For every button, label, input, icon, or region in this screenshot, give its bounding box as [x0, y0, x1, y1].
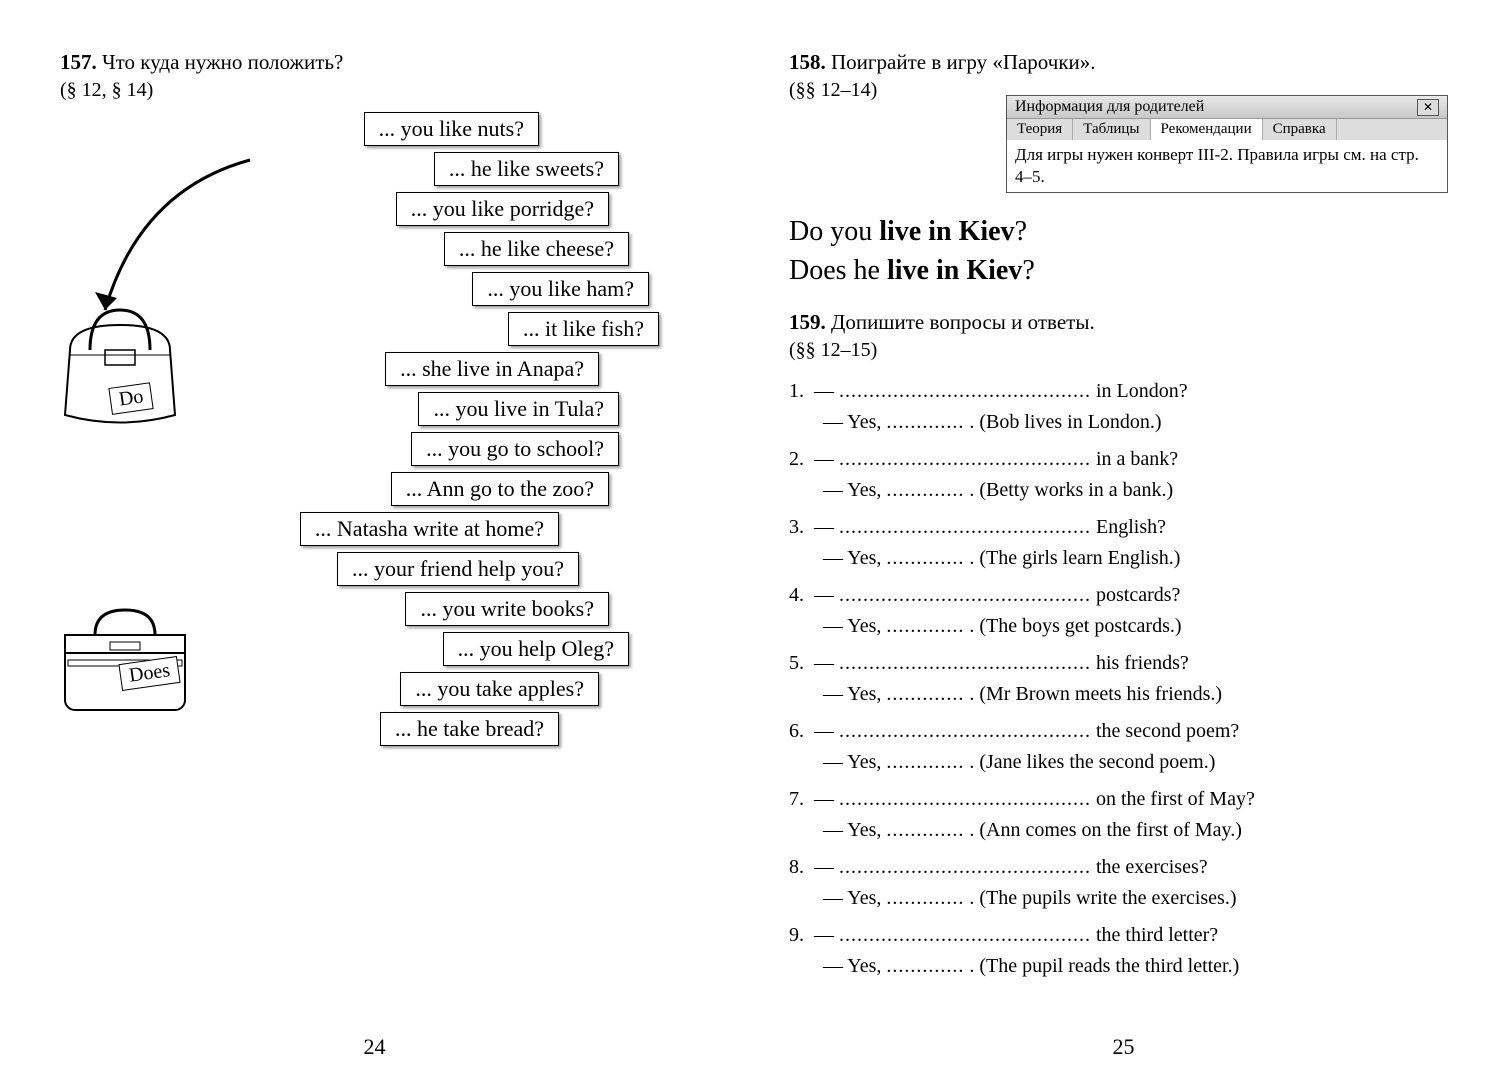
ex158-header: 158. Поиграйте в игру «Парочки».: [789, 50, 1448, 75]
ex157-header: 157. Что куда нужно положить?: [60, 50, 719, 75]
ex159-item: 2. — ...................................…: [789, 444, 1448, 506]
close-icon[interactable]: ✕: [1417, 99, 1439, 116]
phrase-box[interactable]: ... you like ham?: [472, 272, 649, 306]
phrase-box[interactable]: ... you like porridge?: [396, 192, 609, 226]
phrase-box[interactable]: ... you go to school?: [411, 432, 619, 466]
phrase-box[interactable]: ... you help Oleg?: [443, 632, 629, 666]
info-box: Информация для родителей ✕ ТеорияТаблицы…: [1006, 95, 1448, 193]
bag-do: Do: [50, 300, 190, 435]
info-tab[interactable]: Таблицы: [1073, 119, 1150, 140]
ex158-title: Поиграйте в игру «Парочки».: [831, 50, 1096, 74]
info-tab[interactable]: Теория: [1007, 119, 1073, 140]
example-lines: Do you live in Kiev?Does he live in Kiev…: [789, 212, 1448, 290]
info-box-title: Информация для родителей: [1015, 98, 1204, 116]
ex159-item: 4. — ...................................…: [789, 580, 1448, 642]
phrase-box[interactable]: ... your friend help you?: [337, 552, 579, 586]
ex159-header: 159. Допишите вопросы и ответы.: [789, 310, 1448, 335]
ex159-item: 6. — ...................................…: [789, 716, 1448, 778]
ex159-list: 1. — ...................................…: [789, 376, 1448, 982]
phrase-box[interactable]: ... she live in Anapa?: [385, 352, 599, 386]
phrase-box[interactable]: ... he like sweets?: [434, 152, 619, 186]
left-page-number: 24: [0, 1034, 749, 1060]
ex159-item: 7. — ...................................…: [789, 784, 1448, 846]
info-tab[interactable]: Справка: [1263, 119, 1337, 140]
ex159-item: 3. — ...................................…: [789, 512, 1448, 574]
phrase-box[interactable]: ... you like nuts?: [364, 112, 539, 146]
phrase-box[interactable]: ... it like fish?: [508, 312, 659, 346]
ex158-num: 158.: [789, 50, 826, 74]
left-page: 157. Что куда нужно положить? (§ 12, § 1…: [0, 0, 749, 1080]
ex159-item: 8. — ...................................…: [789, 852, 1448, 914]
info-tabs: ТеорияТаблицыРекомендацииСправка: [1007, 119, 1447, 140]
example-line: Does he live in Kiev?: [789, 251, 1448, 290]
info-tab[interactable]: Рекомендации: [1151, 119, 1263, 140]
phrase-box[interactable]: ... Ann go to the zoo?: [391, 472, 609, 506]
ex157-ref: (§ 12, § 14): [60, 79, 719, 102]
phrase-box[interactable]: ... you write books?: [405, 592, 609, 626]
ex159-item: 9. — ...................................…: [789, 920, 1448, 982]
example-line: Do you live in Kiev?: [789, 212, 1448, 251]
ex159-num: 159.: [789, 310, 826, 334]
info-box-titlebar: Информация для родителей ✕: [1007, 96, 1447, 119]
ex159-title: Допишите вопросы и ответы.: [831, 310, 1095, 334]
ex157-num: 157.: [60, 50, 97, 74]
ex157-title: Что куда нужно положить?: [102, 50, 343, 74]
right-page: 158. Поиграйте в игру «Парочки». (§§ 12–…: [749, 0, 1498, 1080]
phrase-box[interactable]: ... he like cheese?: [444, 232, 629, 266]
right-page-number: 25: [749, 1034, 1498, 1060]
ex159-ref: (§§ 12–15): [789, 339, 1448, 362]
bag-does: Does: [50, 600, 200, 725]
info-box-body: Для игры нужен конверт III-2. Правила иг…: [1007, 140, 1447, 192]
ex159-item: 1. — ...................................…: [789, 376, 1448, 438]
phrase-box[interactable]: ... Natasha write at home?: [300, 512, 559, 546]
ex159-item: 5. — ...................................…: [789, 648, 1448, 710]
phrase-box[interactable]: ... you take apples?: [400, 672, 599, 706]
phrase-box[interactable]: ... he take bread?: [380, 712, 559, 746]
phrase-box[interactable]: ... you live in Tula?: [418, 392, 619, 426]
